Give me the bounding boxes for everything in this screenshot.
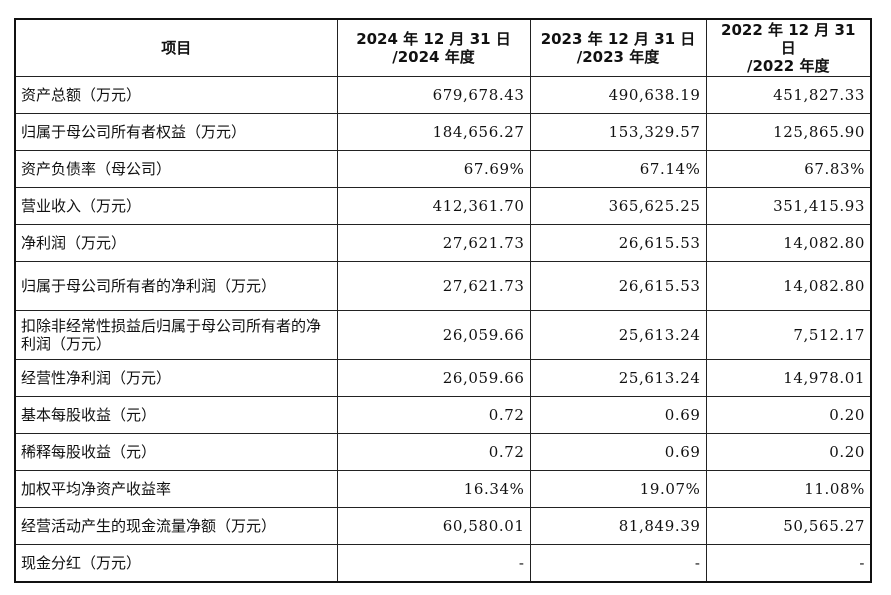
row-value-2024: 16.34% <box>336 470 531 508</box>
row-value-2024: 184,656.27 <box>336 113 531 151</box>
row-label: 归属于母公司所有者的净利润（万元） <box>14 261 338 311</box>
row-value-2022: 125,865.90 <box>705 113 872 151</box>
header-2022: 2022 年 12 月 31 日 /2022 年度 <box>705 18 872 77</box>
row-label: 营业收入（万元） <box>14 187 338 225</box>
header-item-label: 项目 <box>161 39 192 57</box>
header-2022-date: 2022 年 12 月 31 日 <box>721 21 856 57</box>
row-label: 资产负债率（母公司） <box>14 150 338 188</box>
row-value-2022: - <box>705 544 872 582</box>
row-value-2023: 25,613.24 <box>529 310 707 360</box>
row-value-2023: 0.69 <box>529 396 707 434</box>
header-2022-year: /2022 年度 <box>747 57 830 75</box>
table-row: 经营活动产生的现金流量净额（万元） 60,580.01 81,849.39 50,56… <box>14 507 872 545</box>
row-value-2024: 0.72 <box>336 396 531 434</box>
table-row: 归属于母公司所有者的净利润（万元） 27,621.73 26,615.53 14,08… <box>14 261 872 311</box>
row-value-2022: 451,827.33 <box>705 76 872 114</box>
row-label: 经营性净利润（万元） <box>14 359 338 397</box>
row-value-2024: 26,059.66 <box>336 310 531 360</box>
row-value-2023: 153,329.57 <box>529 113 707 151</box>
header-2023-date: 2023 年 12 月 31 日 <box>540 30 696 48</box>
header-2023: 2023 年 12 月 31 日 /2023 年度 <box>529 18 707 77</box>
row-value-2023: 81,849.39 <box>529 507 707 545</box>
row-label: 经营活动产生的现金流量净额（万元） <box>14 507 338 545</box>
row-value-2024: 412,361.70 <box>336 187 531 225</box>
row-label: 净利润（万元） <box>14 224 338 262</box>
row-label: 加权平均净资产收益率 <box>14 470 338 508</box>
row-value-2022: 14,978.01 <box>705 359 872 397</box>
header-2023-year: /2023 年度 <box>576 48 660 66</box>
row-value-2022: 50,565.27 <box>705 507 872 545</box>
table-row: 归属于母公司所有者权益（万元） 184,656.27 153,329.57 125,8… <box>14 113 872 151</box>
row-value-2022: 7,512.17 <box>705 310 872 360</box>
table-row: 资产总额（万元） 679,678.43 490,638.19 451,827.33 <box>14 76 872 114</box>
row-value-2022: 0.20 <box>705 396 872 434</box>
table-row: 基本每股收益（元） 0.72 0.69 0.20 <box>14 396 872 434</box>
row-value-2023: 26,615.53 <box>529 261 707 311</box>
row-value-2023: 365,625.25 <box>529 187 707 225</box>
row-value-2023: 26,615.53 <box>529 224 707 262</box>
row-value-2024: 60,580.01 <box>336 507 531 545</box>
row-value-2024: - <box>336 544 531 582</box>
row-label: 归属于母公司所有者权益（万元） <box>14 113 338 151</box>
table-row: 稀释每股收益（元） 0.72 0.69 0.20 <box>14 433 872 471</box>
row-value-2024: 27,621.73 <box>336 261 531 311</box>
table-header-row: 项目 2024 年 12 月 31 日 /2024 年度 2023 年 12 月… <box>14 18 872 77</box>
row-value-2023: 25,613.24 <box>529 359 707 397</box>
table-body: 资产总额（万元） 679,678.43 490,638.19 451,827.33 归属… <box>14 76 872 582</box>
row-value-2024: 26,059.66 <box>336 359 531 397</box>
table-row: 营业收入（万元） 412,361.70 365,625.25 351,415.93 <box>14 187 872 225</box>
financial-table-container: 项目 2024 年 12 月 31 日 /2024 年度 2023 年 12 月… <box>14 18 872 583</box>
financial-summary-table: 项目 2024 年 12 月 31 日 /2024 年度 2023 年 12 月… <box>14 18 872 583</box>
row-label: 扣除非经常性损益后归属于母公司所有者的净利润（万元） <box>14 310 338 360</box>
table-row: 经营性净利润（万元） 26,059.66 25,613.24 14,978.01 <box>14 359 872 397</box>
row-value-2022: 14,082.80 <box>705 224 872 262</box>
row-value-2023: 490,638.19 <box>529 76 707 114</box>
row-value-2022: 0.20 <box>705 433 872 471</box>
table-row: 现金分红（万元） - - - <box>14 544 872 582</box>
row-value-2022: 14,082.80 <box>705 261 872 311</box>
header-2024-date: 2024 年 12 月 31 日 <box>356 30 511 48</box>
row-label: 现金分红（万元） <box>14 544 338 582</box>
row-label: 基本每股收益（元） <box>14 396 338 434</box>
row-value-2024: 27,621.73 <box>336 224 531 262</box>
table-row: 资产负债率（母公司） 67.69% 67.14% 67.83% <box>14 150 872 188</box>
table-row: 扣除非经常性损益后归属于母公司所有者的净利润（万元） 26,059.66 25,61… <box>14 310 872 360</box>
row-value-2024: 679,678.43 <box>336 76 531 114</box>
row-value-2024: 67.69% <box>336 150 531 188</box>
header-2024: 2024 年 12 月 31 日 /2024 年度 <box>336 18 531 77</box>
table-row: 净利润（万元） 27,621.73 26,615.53 14,082.80 <box>14 224 872 262</box>
row-value-2023: 0.69 <box>529 433 707 471</box>
row-label: 稀释每股收益（元） <box>14 433 338 471</box>
row-value-2023: - <box>529 544 707 582</box>
header-2024-year: /2024 年度 <box>392 48 475 66</box>
row-value-2024: 0.72 <box>336 433 531 471</box>
header-item: 项目 <box>14 18 338 77</box>
row-value-2022: 351,415.93 <box>705 187 872 225</box>
row-value-2023: 19.07% <box>529 470 707 508</box>
row-value-2023: 67.14% <box>529 150 707 188</box>
row-label: 资产总额（万元） <box>14 76 338 114</box>
row-value-2022: 11.08% <box>705 470 872 508</box>
table-row: 加权平均净资产收益率 16.34% 19.07% 11.08% <box>14 470 872 508</box>
row-value-2022: 67.83% <box>705 150 872 188</box>
